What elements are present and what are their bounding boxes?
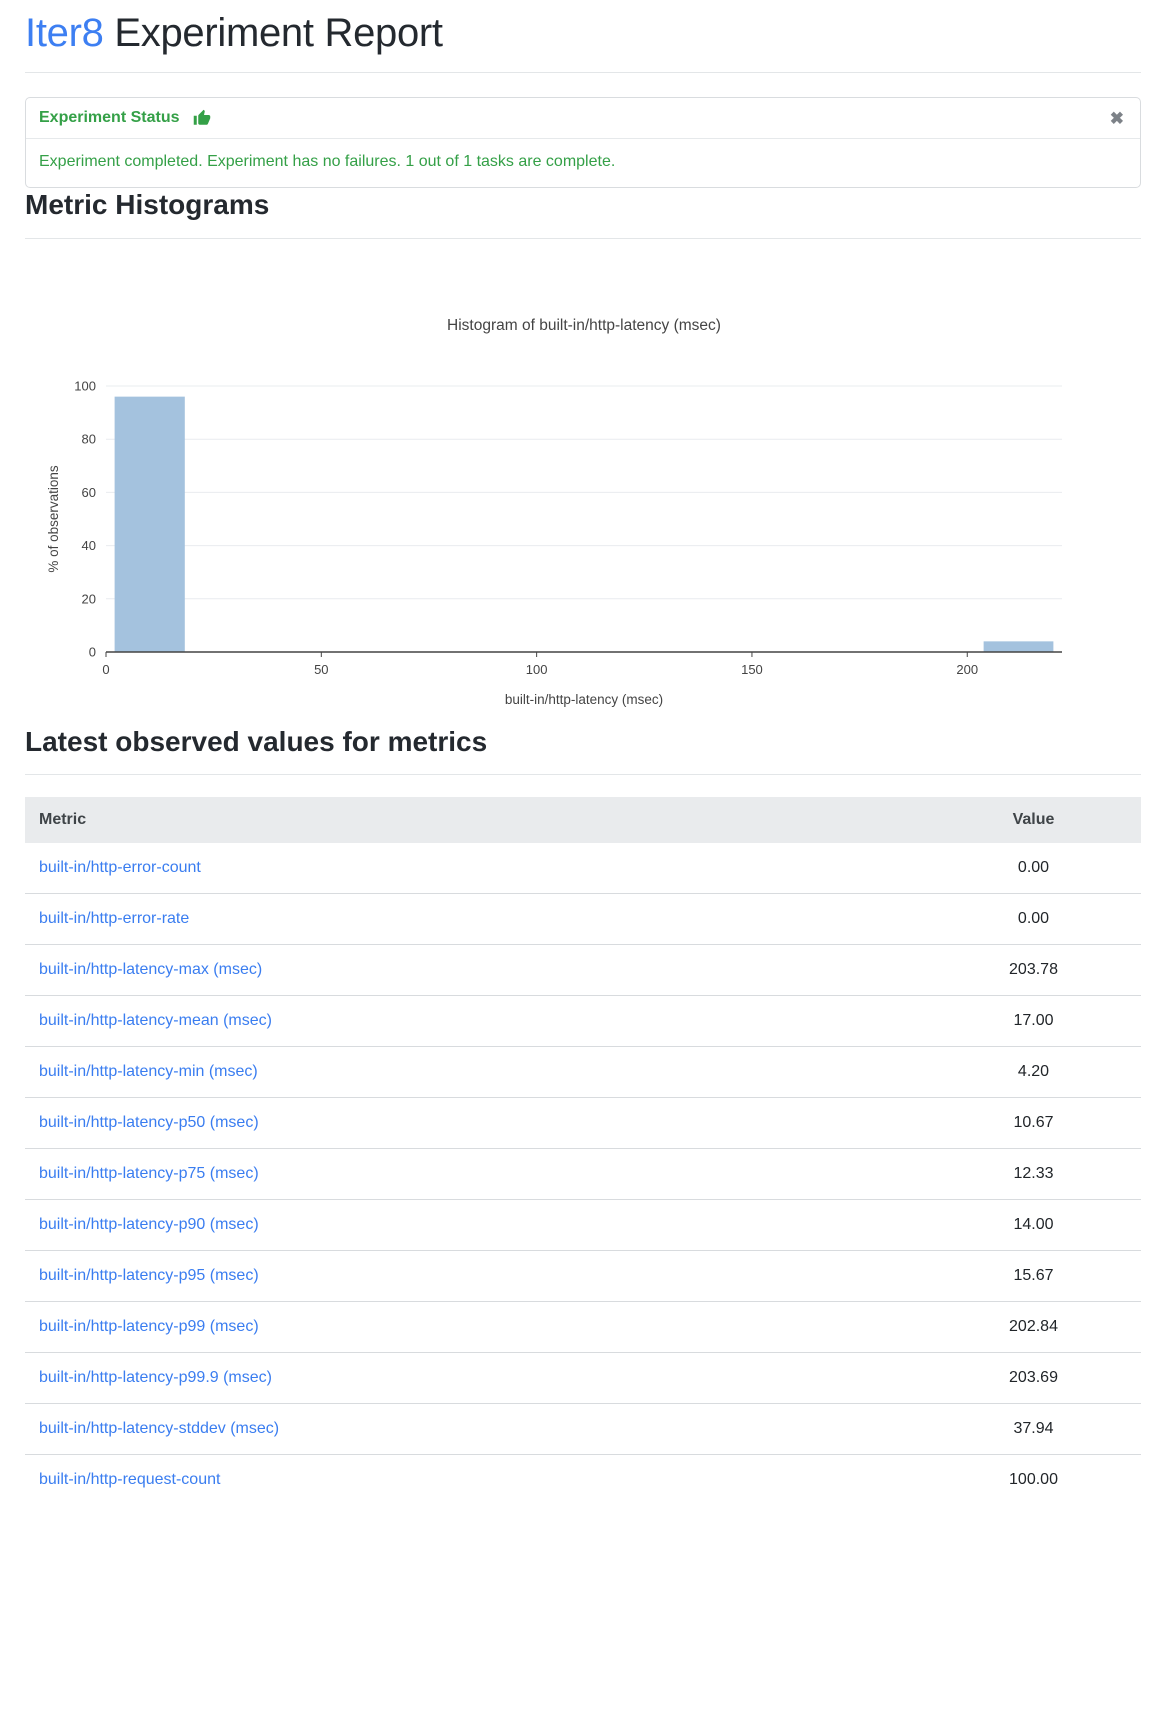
- brand-name: Iter8: [25, 11, 104, 55]
- metric-value: 17.00: [926, 995, 1141, 1047]
- svg-text:40: 40: [82, 538, 96, 553]
- experiment-status-body: Experiment completed. Experiment has no …: [26, 139, 1140, 187]
- svg-text:20: 20: [82, 591, 96, 606]
- svg-text:built-in/http-latency (msec): built-in/http-latency (msec): [505, 692, 663, 707]
- table-row: built-in/http-latency-p90 (msec) 14.00: [25, 1199, 1141, 1251]
- close-icon: ✖: [1109, 108, 1124, 128]
- metric-link[interactable]: built-in/http-latency-p90 (msec): [39, 1216, 259, 1234]
- svg-text:150: 150: [741, 662, 763, 677]
- table-row: built-in/http-error-count 0.00: [25, 843, 1141, 894]
- close-button[interactable]: ✖: [1110, 110, 1124, 127]
- svg-text:200: 200: [956, 662, 978, 677]
- metric-cell: built-in/http-latency-p99.9 (msec): [25, 1352, 926, 1404]
- thumbs-up-icon: [193, 109, 211, 127]
- section-divider-histograms: [25, 237, 1141, 239]
- metric-value: 203.69: [926, 1352, 1141, 1404]
- table-row: built-in/http-error-rate 0.00: [25, 893, 1141, 945]
- metric-link[interactable]: built-in/http-latency-p99 (msec): [39, 1318, 259, 1336]
- metric-link[interactable]: built-in/http-latency-max (msec): [39, 961, 263, 979]
- svg-text:% of observations: % of observations: [46, 465, 61, 573]
- metric-value: 10.67: [926, 1097, 1141, 1149]
- svg-text:50: 50: [314, 662, 328, 677]
- histogram-svg[interactable]: 0 20 40 60 80 100 0 50 100 150 200 Histogram of bui…: [25, 285, 1141, 725]
- http-latency-histogram-chart[interactable]: 0 20 40 60 80 100 0 50 100 150 200 Histogram of bui…: [25, 285, 1141, 725]
- svg-text:0: 0: [89, 644, 96, 659]
- svg-text:100: 100: [74, 378, 96, 393]
- column-header-value: Value: [926, 797, 1141, 844]
- metric-value: 100.00: [926, 1454, 1141, 1506]
- title-divider: [25, 72, 1141, 73]
- metric-link[interactable]: built-in/http-request-count: [39, 1471, 221, 1489]
- svg-text:100: 100: [526, 662, 548, 677]
- svg-text:0: 0: [102, 662, 109, 677]
- metric-cell: built-in/http-latency-stddev (msec): [25, 1403, 926, 1455]
- table-header-row: Metric Value: [25, 797, 1141, 844]
- metric-cell: built-in/http-latency-p95 (msec): [25, 1250, 926, 1302]
- metric-cell: built-in/http-error-count: [25, 843, 926, 894]
- metric-link[interactable]: built-in/http-latency-mean (msec): [39, 1012, 272, 1030]
- table-row: built-in/http-latency-max (msec) 203.78: [25, 944, 1141, 996]
- table-row: built-in/http-latency-p99 (msec) 202.84: [25, 1301, 1141, 1353]
- svg-text:Histogram of built-in/http-lat: Histogram of built-in/http-latency (msec…: [447, 317, 721, 334]
- column-header-metric: Metric: [25, 797, 926, 844]
- metric-cell: built-in/http-latency-mean (msec): [25, 995, 926, 1047]
- table-row: built-in/http-latency-p95 (msec) 15.67: [25, 1250, 1141, 1302]
- section-heading-latest-values: Latest observed values for metrics: [25, 725, 488, 757]
- metric-link[interactable]: built-in/http-latency-p50 (msec): [39, 1114, 259, 1132]
- metric-value: 15.67: [926, 1250, 1141, 1302]
- experiment-status-header: Experiment Status ✖: [26, 98, 1140, 139]
- metric-value: 14.00: [926, 1199, 1141, 1251]
- section-divider-latest-values: [25, 774, 1141, 776]
- table-row: built-in/http-latency-p99.9 (msec) 203.69: [25, 1352, 1141, 1404]
- metric-value: 0.00: [926, 893, 1141, 945]
- table-row: built-in/http-latency-min (msec) 4.20: [25, 1046, 1141, 1098]
- table-row: built-in/http-latency-stddev (msec) 37.94: [25, 1403, 1141, 1455]
- table-row: built-in/http-latency-p50 (msec) 10.67: [25, 1097, 1141, 1149]
- table-row: built-in/http-request-count 100.00: [25, 1454, 1141, 1506]
- metric-link[interactable]: built-in/http-latency-p99.9 (msec): [39, 1369, 272, 1387]
- table-row: built-in/http-latency-p75 (msec) 12.33: [25, 1148, 1141, 1200]
- metric-value: 4.20: [926, 1046, 1141, 1098]
- table-row: built-in/http-latency-mean (msec) 17.00: [25, 995, 1141, 1047]
- page-title: Iter8 Experiment Report: [25, 10, 1141, 56]
- metric-value: 12.33: [926, 1148, 1141, 1200]
- metric-cell: built-in/http-latency-min (msec): [25, 1046, 926, 1098]
- metric-link[interactable]: built-in/http-latency-p75 (msec): [39, 1165, 259, 1183]
- metric-value: 0.00: [1017, 859, 1050, 877]
- metric-cell: built-in/http-latency-p99 (msec): [25, 1301, 926, 1353]
- section-heading-metric-histograms: Metric Histograms: [25, 189, 270, 220]
- experiment-status-card: Experiment Status ✖ Experiment completed…: [25, 97, 1141, 188]
- metric-cell: built-in/http-latency-p75 (msec): [25, 1148, 926, 1200]
- metric-value: 203.78: [926, 944, 1141, 996]
- svg-text:60: 60: [82, 484, 96, 499]
- metric-cell: built-in/http-latency-p50 (msec): [25, 1097, 926, 1149]
- experiment-status-title: Experiment Status: [39, 109, 180, 126]
- metric-link[interactable]: built-in/http-latency-stddev (msec): [39, 1420, 280, 1438]
- metric-cell: built-in/http-error-rate: [25, 893, 926, 945]
- metric-link[interactable]: built-in/http-latency-min (msec): [39, 1063, 258, 1081]
- metrics-table: Metric Value built-in/http-error-count 0.…: [25, 797, 1141, 1506]
- metric-link[interactable]: built-in/http-error-count: [39, 859, 201, 877]
- metric-link[interactable]: built-in/http-error-rate: [39, 910, 190, 928]
- metric-cell: built-in/http-latency-p90 (msec): [25, 1199, 926, 1251]
- metric-value: 202.84: [926, 1301, 1141, 1353]
- metric-cell: built-in/http-request-count: [25, 1454, 926, 1506]
- metric-link[interactable]: built-in/http-latency-p95 (msec): [39, 1267, 259, 1285]
- svg-text:80: 80: [82, 431, 96, 446]
- report-page: Iter8 Experiment Report Experiment Statu…: [0, 10, 1166, 1535]
- metric-value: 37.94: [926, 1403, 1141, 1455]
- status-message: Experiment completed. Experiment has no …: [39, 153, 616, 170]
- page-title-text: Experiment Report: [103, 11, 443, 55]
- metric-cell: built-in/http-latency-max (msec): [25, 944, 926, 996]
